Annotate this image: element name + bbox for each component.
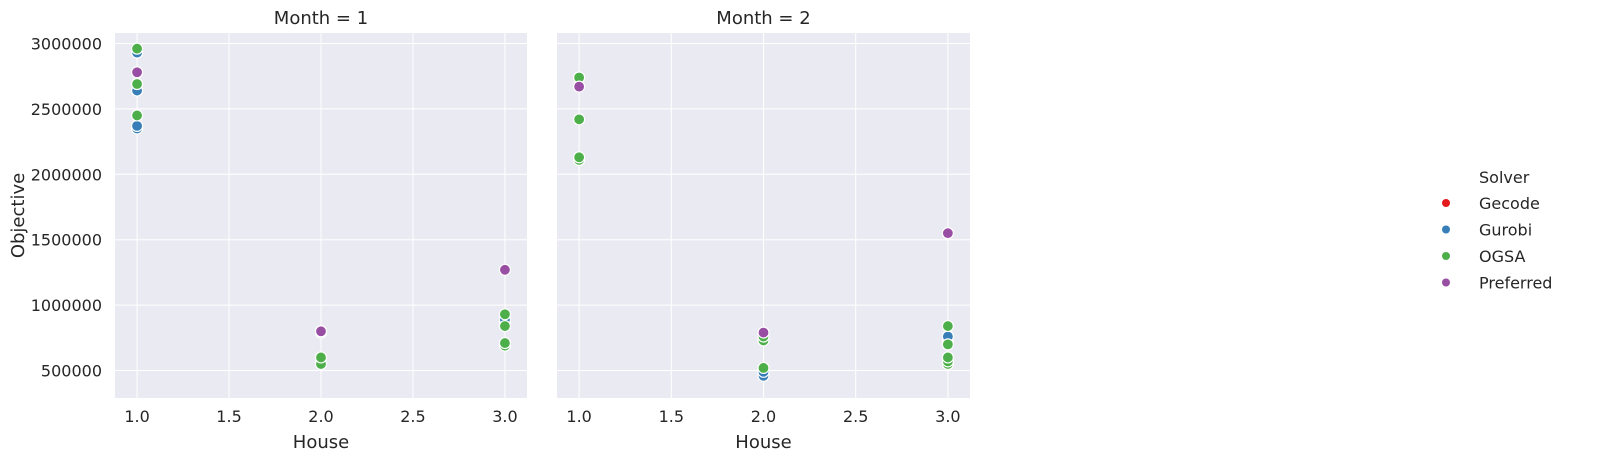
scatter-point [130,66,144,79]
series-preferred [573,80,954,339]
y-tick-label: 3000000 [31,34,102,53]
scatter-point [498,319,512,333]
x-tick-label: 2.5 [400,407,425,426]
scatter-point [314,351,328,364]
facet-panel: 1.0 1.5 2.0 2.5 3.0 House Month = 2 [557,8,970,453]
legend-entry-label: Preferred [1479,274,1552,293]
scatter-point [757,361,770,375]
scatter-point [498,308,512,321]
legend-marker [1442,225,1450,234]
x-tick-label: 1.0 [566,407,591,426]
scatter-point [130,109,144,122]
scatter-point [314,325,328,338]
scatter-point [498,336,512,350]
scatter-point [941,319,954,333]
scatter-point [130,119,144,132]
scatter-point [130,77,144,91]
x-tick-label: 2.5 [843,407,868,426]
scatter-point [941,338,954,351]
y-tick-label: 2000000 [31,165,102,184]
panel-title: Month = 2 [716,8,810,29]
scatter-point [130,42,144,55]
legend-entry-label: Gurobi [1479,221,1532,240]
y-tick-label: 2500000 [31,100,102,119]
y-tick-label: 1500000 [31,231,102,250]
scatter-point [498,263,512,276]
legend-title: Solver [1479,168,1530,187]
scatter-point [573,151,586,164]
scatter-point [573,80,586,93]
y-axis-label: Objective [8,173,29,258]
y-tick-label: 1000000 [31,296,102,315]
panel-title: Month = 1 [274,8,368,29]
x-tick-label: 3.0 [492,407,517,426]
series-ogsa [573,71,954,375]
x-tick-label: 2.0 [751,407,776,426]
x-tick-label: 1.0 [124,407,149,426]
x-tick-label: 1.5 [216,407,241,426]
legend-marker [1442,199,1450,207]
scatter-point [757,326,770,339]
scatter-point [573,113,586,126]
scatter-point [941,351,954,364]
facet-panel: 1.0 1.5 2.0 2.5 3.0 500000 1000000 1500000 20000… [8,8,527,453]
y-tick-label: 500000 [41,362,102,381]
x-axis-label: House [293,432,349,453]
x-axis-label: House [735,432,791,453]
legend-entry-label: OGSA [1479,247,1525,266]
legend-marker [1442,278,1450,287]
legend: Solver Gecode Gurobi OGSA Preferred [1442,168,1552,293]
x-tick-label: 3.0 [935,407,960,426]
x-tick-label: 1.5 [659,407,684,426]
x-tick-label: 2.0 [308,407,333,426]
panels-layer: 1.0 1.5 2.0 2.5 3.0 500000 1000000 1500000 20000… [8,8,970,453]
series-preferred [130,66,512,338]
legend-entry-label: Gecode [1479,194,1540,213]
scatter-point [941,227,954,240]
legend-marker [1442,252,1450,260]
